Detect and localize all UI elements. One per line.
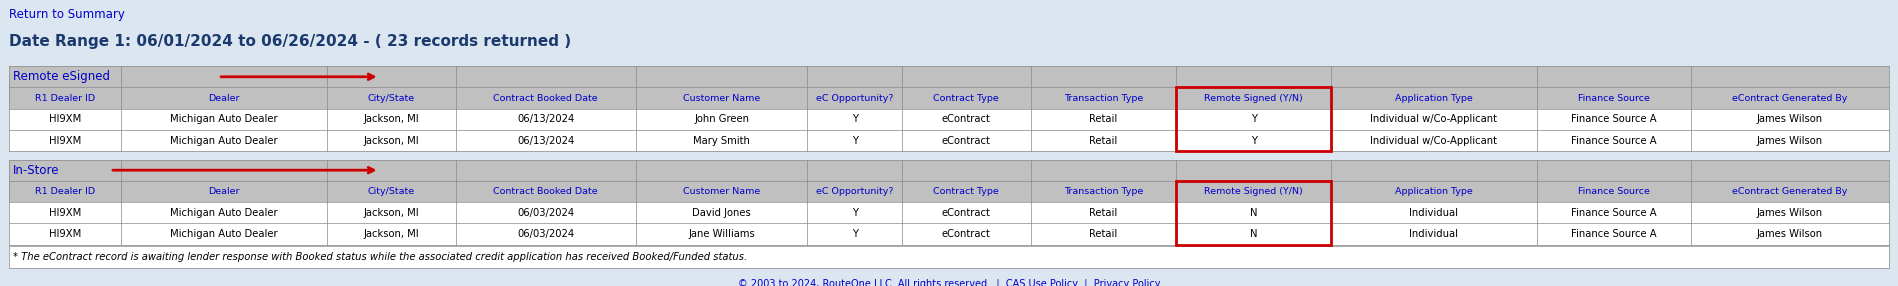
Text: Finance Source: Finance Source (1577, 187, 1649, 196)
Text: Customer Name: Customer Name (683, 94, 761, 103)
Bar (9, 130, 1889, 151)
Text: Jackson, MI: Jackson, MI (364, 136, 419, 146)
Text: Dealer: Dealer (209, 187, 239, 196)
Text: Finance Source A: Finance Source A (1572, 229, 1657, 239)
Text: eContract Generated By: eContract Generated By (1733, 94, 1847, 103)
Bar (9, 223, 1889, 245)
Bar (1177, 88, 1330, 151)
Text: eContract: eContract (941, 229, 991, 239)
Text: * The eContract record is awaiting lender response with Booked status while the : * The eContract record is awaiting lende… (13, 252, 748, 262)
Text: © 2003 to 2024, RouteOne LLC. All rights reserved.  |  CAS Use Policy  |  Privac: © 2003 to 2024, RouteOne LLC. All rights… (738, 278, 1160, 286)
Text: Retail: Retail (1089, 229, 1118, 239)
Text: Y: Y (852, 136, 858, 146)
Text: David Jones: David Jones (693, 208, 752, 218)
Text: Michigan Auto Dealer: Michigan Auto Dealer (171, 114, 277, 124)
Text: HI9XM: HI9XM (49, 136, 82, 146)
Text: Individual: Individual (1410, 208, 1458, 218)
Bar (9, 181, 1889, 202)
Text: James Wilson: James Wilson (1758, 136, 1822, 146)
Text: Remote Signed (Y/N): Remote Signed (Y/N) (1203, 187, 1302, 196)
Text: eContract: eContract (941, 208, 991, 218)
Bar (9, 88, 1889, 109)
Text: Transaction Type: Transaction Type (1063, 94, 1143, 103)
Text: Transaction Type: Transaction Type (1063, 187, 1143, 196)
Text: Individual w/Co-Applicant: Individual w/Co-Applicant (1370, 114, 1498, 124)
Text: 06/13/2024: 06/13/2024 (516, 136, 575, 146)
Text: Finance Source A: Finance Source A (1572, 136, 1657, 146)
Text: Y: Y (852, 208, 858, 218)
Text: Dealer: Dealer (209, 94, 239, 103)
Text: Contract Booked Date: Contract Booked Date (493, 187, 598, 196)
Text: Application Type: Application Type (1395, 94, 1473, 103)
Text: Michigan Auto Dealer: Michigan Auto Dealer (171, 208, 277, 218)
Text: HI9XM: HI9XM (49, 229, 82, 239)
Text: Individual: Individual (1410, 229, 1458, 239)
Text: Application Type: Application Type (1395, 187, 1473, 196)
Text: Michigan Auto Dealer: Michigan Auto Dealer (171, 229, 277, 239)
Text: Michigan Auto Dealer: Michigan Auto Dealer (171, 136, 277, 146)
Text: R1 Dealer ID: R1 Dealer ID (36, 187, 95, 196)
Text: City/State: City/State (368, 94, 416, 103)
Text: Y: Y (852, 114, 858, 124)
Text: Y: Y (852, 229, 858, 239)
Text: James Wilson: James Wilson (1758, 208, 1822, 218)
Text: N: N (1251, 229, 1256, 239)
Bar (9, 66, 1889, 88)
Text: Jackson, MI: Jackson, MI (364, 229, 419, 239)
Text: N: N (1251, 208, 1256, 218)
Bar (9, 109, 1889, 130)
Text: Customer Name: Customer Name (683, 187, 761, 196)
Text: Jackson, MI: Jackson, MI (364, 114, 419, 124)
Text: Retail: Retail (1089, 208, 1118, 218)
Text: Mary Smith: Mary Smith (693, 136, 750, 146)
Text: eContract: eContract (941, 114, 991, 124)
Text: Remote Signed (Y/N): Remote Signed (Y/N) (1203, 94, 1302, 103)
Text: Y: Y (1251, 114, 1256, 124)
Text: Jane Williams: Jane Williams (689, 229, 755, 239)
Text: Jackson, MI: Jackson, MI (364, 208, 419, 218)
Text: Contract Type: Contract Type (934, 187, 998, 196)
Bar (9, 246, 1889, 268)
Text: James Wilson: James Wilson (1758, 229, 1822, 239)
Text: 06/13/2024: 06/13/2024 (516, 114, 575, 124)
Text: eC Opportunity?: eC Opportunity? (816, 187, 894, 196)
Text: Finance Source: Finance Source (1577, 94, 1649, 103)
Text: HI9XM: HI9XM (49, 208, 82, 218)
Text: Retail: Retail (1089, 114, 1118, 124)
Text: Contract Booked Date: Contract Booked Date (493, 94, 598, 103)
Text: R1 Dealer ID: R1 Dealer ID (36, 94, 95, 103)
Text: 06/03/2024: 06/03/2024 (516, 208, 575, 218)
Text: 06/03/2024: 06/03/2024 (516, 229, 575, 239)
Text: Finance Source A: Finance Source A (1572, 114, 1657, 124)
Bar (9, 202, 1889, 223)
Text: Return to Summary: Return to Summary (9, 8, 125, 21)
Text: Contract Type: Contract Type (934, 94, 998, 103)
Text: eContract: eContract (941, 136, 991, 146)
Bar (9, 246, 1889, 268)
Text: Retail: Retail (1089, 136, 1118, 146)
Bar (9, 160, 1889, 181)
Text: James Wilson: James Wilson (1758, 114, 1822, 124)
Text: John Green: John Green (695, 114, 750, 124)
Text: Finance Source A: Finance Source A (1572, 208, 1657, 218)
Text: Y: Y (1251, 136, 1256, 146)
Text: Date Range 1: 06/01/2024 to 06/26/2024 - ( 23 records returned ): Date Range 1: 06/01/2024 to 06/26/2024 -… (9, 34, 571, 49)
Text: HI9XM: HI9XM (49, 114, 82, 124)
Text: eContract Generated By: eContract Generated By (1733, 187, 1847, 196)
Text: In-Store: In-Store (13, 164, 59, 177)
Text: Remote eSigned: Remote eSigned (13, 70, 110, 83)
Text: City/State: City/State (368, 187, 416, 196)
Text: Individual w/Co-Applicant: Individual w/Co-Applicant (1370, 136, 1498, 146)
Bar (1177, 181, 1330, 245)
Text: eC Opportunity?: eC Opportunity? (816, 94, 894, 103)
